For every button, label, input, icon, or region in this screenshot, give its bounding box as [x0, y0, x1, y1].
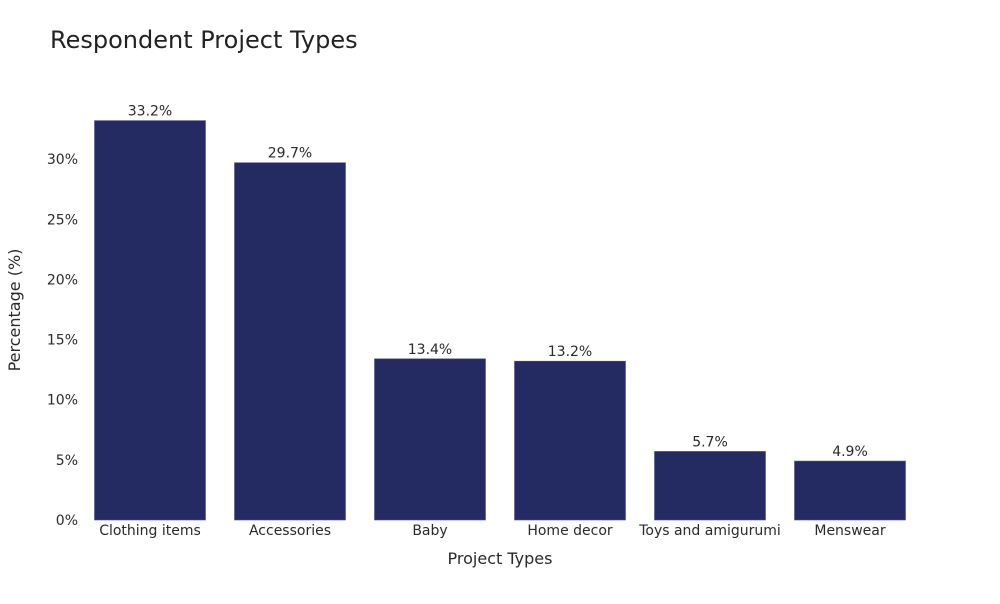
bars-layer [94, 120, 906, 521]
x-axis-title: Project Types [448, 549, 553, 568]
bar [94, 120, 206, 521]
bar [654, 451, 766, 521]
bar-value-label: 29.7% [268, 146, 312, 162]
bar-value-label: 5.7% [692, 434, 728, 450]
x-axis-ticks: Clothing items Accessories Baby Home decor T… [99, 523, 886, 539]
y-tick-label: 5% [56, 453, 78, 469]
x-tick-label: Home decor [527, 523, 613, 539]
y-axis-ticks: 0% 5% 10% 15% 20% 25% 30% [47, 152, 78, 529]
bar [514, 360, 626, 521]
x-tick-label: Clothing items [99, 523, 201, 539]
chart-title: Respondent Project Types [50, 26, 358, 54]
bar-value-label: 33.2% [128, 104, 172, 120]
y-tick-label: 10% [47, 393, 78, 409]
x-tick-label: Toys and amigurumi [638, 523, 781, 539]
y-tick-label: 20% [47, 272, 78, 288]
data-labels: 33.2% 29.7% 13.4% 13.2% 5.7% 4.9% [128, 104, 868, 460]
bar-value-label: 4.9% [832, 444, 868, 460]
bar [234, 162, 346, 521]
x-tick-label: Baby [412, 523, 447, 539]
bar [374, 358, 486, 521]
y-axis-title: Percentage (%) [5, 249, 24, 372]
y-tick-label: 30% [47, 152, 78, 168]
y-tick-label: 0% [56, 513, 78, 529]
bar-value-label: 13.4% [408, 342, 452, 358]
x-tick-label: Accessories [249, 523, 331, 539]
bar-value-label: 13.2% [548, 344, 592, 360]
x-tick-label: Menswear [814, 523, 886, 539]
y-tick-label: 15% [47, 333, 78, 349]
y-tick-label: 25% [47, 212, 78, 228]
bar [794, 460, 906, 521]
